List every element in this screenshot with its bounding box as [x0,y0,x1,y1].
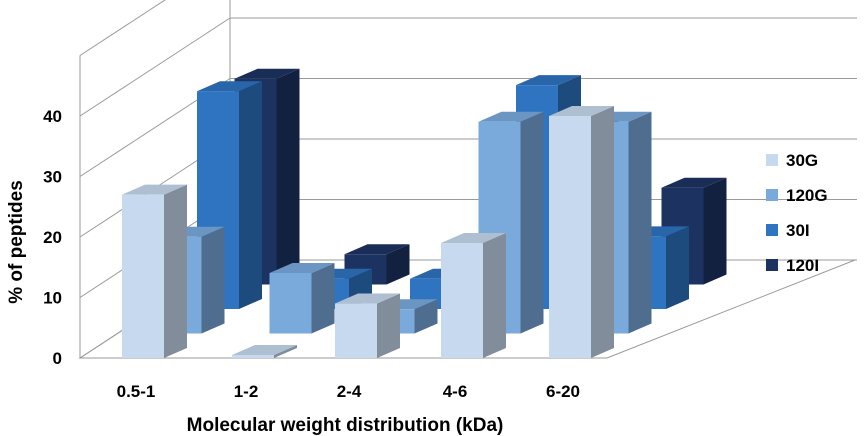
x-axis-title: Molecular weight distribution (kDa) [187,415,504,436]
bar-30G-2-4 [335,294,400,358]
x-tick-label: 0.5-1 [117,382,156,401]
gridline-side [80,0,230,56]
x-tick-label: 4-6 [443,382,468,401]
x-category-labels: 0.5-1 1-2 2-4 4-6 6-20 [117,382,580,401]
bar-30G-1-2 [232,345,297,358]
legend-entry-30G: 30G [766,151,818,170]
y-tick-label: 0 [53,349,62,368]
y-tick-labels: 0 10 20 30 40 [43,107,62,368]
legend-swatch [766,259,778,271]
y-tick-label: 10 [43,289,62,308]
legend-entry-30I: 30I [766,221,810,240]
bar-30G-6-20 [549,106,614,358]
legend: 30G 120G 30I 120I [766,151,828,275]
legend-label: 120G [786,186,828,205]
legend-swatch [766,224,778,236]
legend-swatch [766,154,778,166]
bar-30G-4-6 [441,233,506,358]
legend-swatch [766,189,778,201]
legend-label: 120I [786,256,819,275]
legend-entry-120G: 120G [766,186,828,205]
x-tick-label: 1-2 [234,382,259,401]
y-axis-title: % of peptides [6,180,27,304]
x-tick-label: 2-4 [337,382,362,401]
legend-entry-120I: 120I [766,256,819,275]
y-tick-label: 20 [43,228,62,247]
y-tick-label: 30 [43,168,62,187]
x-tick-label: 6-20 [546,382,580,401]
bar-120G-1-2 [270,263,335,334]
bar-30G-0.5-1 [122,185,187,358]
bars [122,69,727,358]
legend-label: 30I [786,221,810,240]
y-tick-label: 40 [43,107,62,126]
legend-label: 30G [786,151,818,170]
